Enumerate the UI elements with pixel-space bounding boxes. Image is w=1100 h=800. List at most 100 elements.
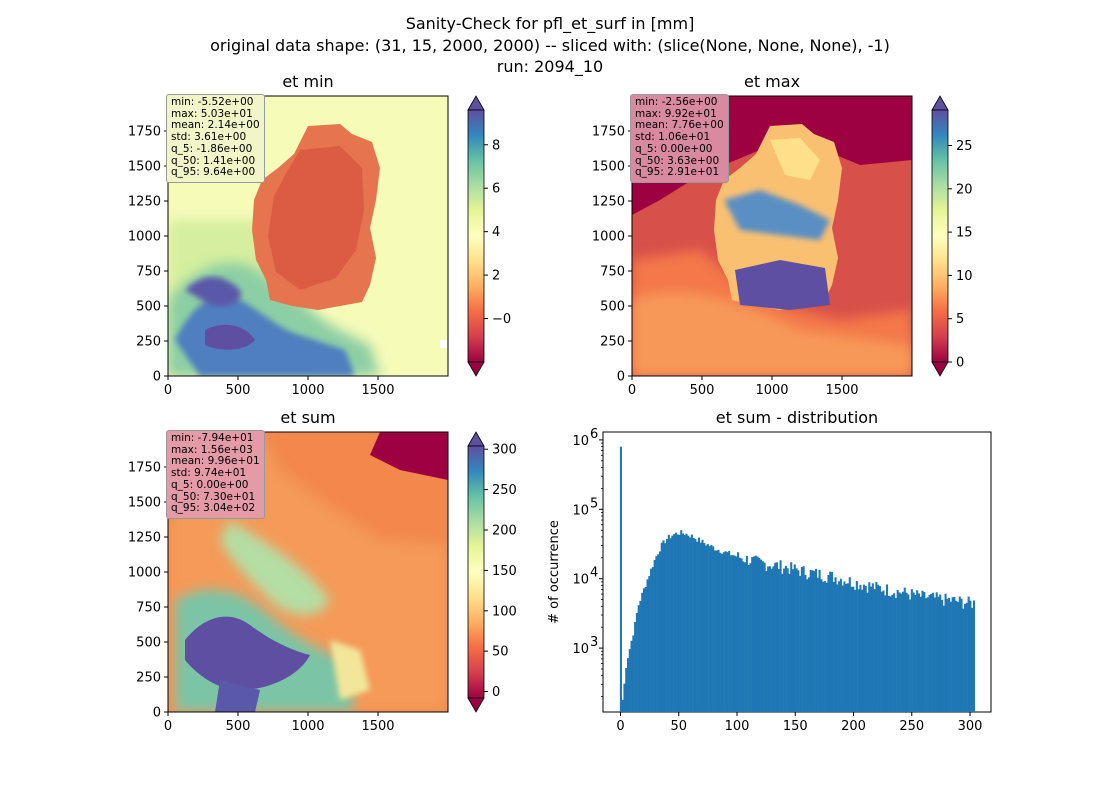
histogram-bar [719,552,722,712]
colorbar-tick-label: 250 [492,483,517,498]
histogram-bar [721,553,724,712]
histogram-bar [815,568,818,712]
x-tick-label: 100 [725,719,750,734]
histogram-bar [697,537,701,712]
stats-line: std: 1.06e+01 [635,131,711,144]
figure-title-line-2: original data shape: (31, 15, 2000, 2000… [210,36,890,55]
histogram-bar [689,537,692,712]
histogram-bar [898,592,901,712]
histogram-bar [921,590,924,712]
histogram-bar [758,557,761,712]
y-tick-label: 1000 [592,230,625,245]
histogram-bar [639,600,642,712]
histogram-bar [701,539,704,712]
histogram-bar [958,596,961,712]
panel-title-et-min: et min [282,72,334,91]
histogram-bar [744,562,747,712]
histogram-bar [644,586,647,712]
histogram-bar [969,600,972,712]
histogram-bar [850,586,853,712]
histogram-bar [694,539,697,712]
x-tick-label: 50 [670,719,687,734]
histogram-bar [619,446,622,712]
stats-line: q_95: 2.91e+01 [635,166,720,179]
colorbar-et-min [467,95,485,377]
histogram-bar [779,560,782,712]
x-tick-label: 0 [164,719,172,734]
histogram-bar [820,579,823,712]
histogram-bar [903,587,906,712]
y-tick-label: 250 [136,335,161,350]
stats-line: std: 9.74e+01 [171,467,247,480]
colorbar-tick-label: 100 [492,604,517,619]
stats-line: q_50: 3.63e+00 [635,154,720,167]
stats-line: mean: 7.76e+00 [635,119,724,132]
histogram-bar [676,534,679,712]
histogram-bar [816,577,819,712]
y-tick-label: 500 [600,300,625,315]
histogram-bar [625,667,628,712]
histogram-bar [776,562,779,712]
histogram-bar [956,601,960,712]
histogram-bar [673,534,676,712]
histogram-bar [949,601,952,712]
x-tick-label: 0 [628,383,636,398]
histogram-bar [841,585,844,712]
y-axis-label: # of occurrence [547,520,562,624]
histogram-bar [754,555,757,712]
x-tick-label: 1500 [361,383,394,398]
histogram-bar [738,557,741,712]
histogram-bar [912,592,915,712]
histogram-bar [726,552,729,712]
histogram-bar [742,561,745,712]
x-tick-label: 1000 [291,383,324,398]
histogram-bar [964,603,967,712]
histogram-bar [909,599,912,712]
histogram-bar [804,574,807,712]
stats-line: mean: 9.96e+01 [171,455,260,468]
histogram-bar [650,568,653,712]
y-tick-exponent: 6 [590,427,598,442]
histogram-bar [722,552,725,712]
colorbar-tick-label: 50 [492,645,509,660]
stats-line: max: 9.92e+01 [635,107,717,120]
x-tick-label: 1000 [755,383,788,398]
y-tick-label: 250 [600,335,625,350]
y-tick-label: 1500 [128,160,161,175]
y-tick-label: 500 [136,300,161,315]
histogram-bar [893,593,896,712]
histogram-bar [834,577,837,712]
histogram-bar [683,535,686,712]
histogram-bar [669,538,672,712]
histogram-bar [955,600,958,712]
histogram-bar [813,571,816,712]
stats-line: min: -7.94e+01 [171,432,254,444]
histogram-bar [900,593,903,712]
figure-title-line-3: run: 2094_10 [496,57,604,76]
histogram-bar [923,591,926,712]
histogram-bar [788,573,791,712]
panel-title-et-sum: et sum [280,408,336,427]
y-tick-label: 500 [136,636,161,651]
histogram-bar [731,555,734,712]
histogram-bar [699,542,702,712]
histogram-bar [799,575,802,712]
histogram-bar [793,564,796,712]
histogram-bar [877,584,880,712]
histogram-bar [767,566,770,712]
figure-title-line-1: Sanity-Check for pfl_et_surf in [mm] [405,14,695,33]
histogram-bar [880,591,883,712]
histogram-bar [692,538,695,712]
histogram-bar [678,534,681,712]
histogram-bar [630,640,633,712]
histogram-bar [884,595,887,712]
histogram-bar [907,594,910,712]
histogram-bar [887,595,890,712]
colorbar-et-sum [467,431,485,713]
y-tick-label: 10 [572,573,589,588]
colorbar-tick-label: 4 [492,225,500,240]
histogram-bar [667,534,670,712]
stats-line: q_50: 1.41e+00 [171,154,256,167]
histogram-bar [870,586,873,712]
histogram-bar [917,593,920,712]
